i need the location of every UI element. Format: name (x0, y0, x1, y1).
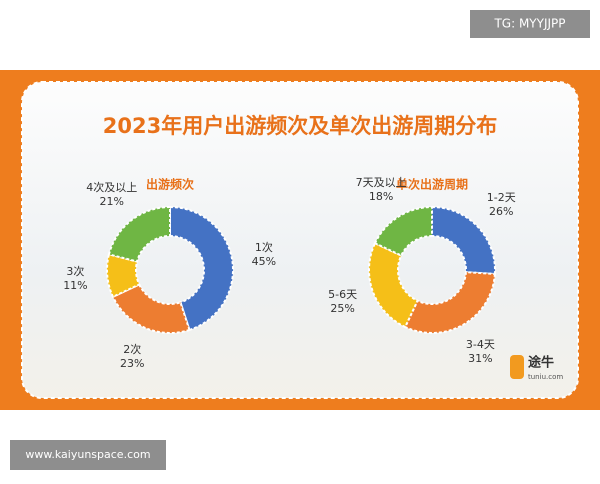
category-label: 5-6天 (328, 288, 357, 301)
value-label: 31% (468, 352, 492, 365)
value-label: 26% (489, 205, 513, 218)
value-label: 45% (252, 255, 276, 268)
category-label: 3-4天 (466, 338, 495, 351)
donut-segment (107, 205, 171, 263)
watermark-box (470, 10, 590, 38)
chart-subtitle: 单次出游周期 (396, 177, 468, 192)
category-label: 2次 (123, 342, 141, 356)
donut-segment (169, 205, 234, 332)
footer-box (10, 440, 166, 470)
footer-url: www.kaiyunspace.com (25, 448, 150, 461)
logo: 途牛 (528, 355, 554, 371)
watermark: TG: MYYJJPP (493, 17, 565, 31)
category-label: 1次 (255, 240, 273, 254)
chart-subtitle: 出游频次 (146, 177, 194, 192)
value-label: 25% (330, 302, 354, 315)
category-label: 7天及以上 (356, 176, 407, 189)
donut-segment (111, 283, 191, 334)
value-label: 23% (120, 357, 144, 370)
value-label: 18% (369, 190, 393, 203)
logo-sub: tuniu.com (528, 373, 563, 381)
category-label: 3次 (66, 264, 84, 278)
donut-segment (403, 271, 496, 334)
value-label: 11% (63, 279, 87, 292)
category-label: 4次及以上 (86, 180, 137, 194)
category-label: 1-2天 (487, 191, 516, 204)
main-title: 2023年用户出游频次及单次出游周期分布 (103, 114, 497, 138)
donut-segment (373, 205, 433, 257)
donut-segment (106, 253, 141, 299)
value-label: 21% (100, 195, 124, 208)
donut-segment (368, 241, 419, 329)
logo-icon (510, 355, 524, 379)
